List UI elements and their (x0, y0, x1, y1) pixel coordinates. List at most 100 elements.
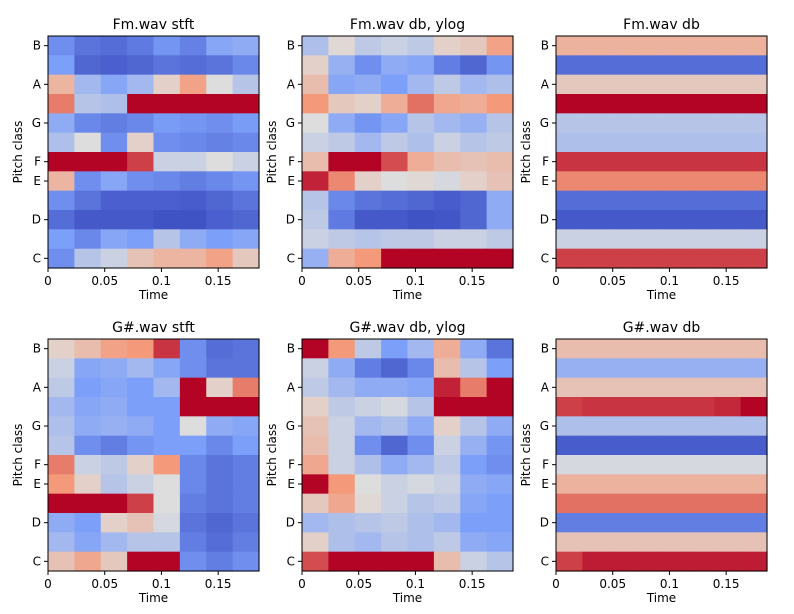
heatmap-cell (556, 190, 583, 211)
heatmap-cell (582, 551, 610, 572)
heatmap-cell (687, 455, 715, 475)
heatmap-cell (608, 435, 636, 456)
heatmap-cell (635, 55, 663, 76)
y-tick-label: G (32, 419, 41, 433)
heatmap-cell (661, 358, 689, 379)
heatmap-cell (381, 435, 409, 456)
heatmap-cell (354, 551, 382, 572)
heatmap-cell (100, 339, 128, 359)
heatmap-cell (687, 248, 715, 269)
x-tick-label: 0.15 (459, 577, 486, 591)
x-tick-label: 0 (552, 577, 560, 591)
chart-title: G#.wav db (623, 320, 701, 336)
heatmap-cell (74, 171, 102, 192)
heatmap-cell (354, 416, 382, 437)
heatmap-cell (48, 358, 75, 379)
heatmap-cell (608, 171, 636, 192)
heatmap-cell (608, 416, 636, 437)
heatmap-cell (206, 377, 234, 398)
heatmap-cell (460, 190, 488, 211)
y-tick-label: A (541, 380, 550, 394)
heatmap-cell (74, 416, 102, 437)
heatmap-cell (661, 435, 689, 456)
heatmap-cell (407, 229, 435, 250)
heatmap-cell (556, 513, 583, 533)
heatmap-cell (381, 132, 409, 153)
heatmap-cell (687, 377, 715, 398)
heatmap-cell (153, 455, 181, 475)
heatmap-cell (661, 248, 689, 269)
heatmap-cell (661, 474, 689, 495)
heatmap-cell (328, 152, 356, 172)
heatmap-cell (556, 435, 583, 456)
heatmap-cell (74, 551, 102, 572)
x-tick-label: 0 (44, 274, 52, 288)
heatmap-cell (153, 171, 181, 192)
heatmap-cell (328, 377, 356, 398)
heatmap-cell (407, 190, 435, 211)
y-tick-label: C (287, 251, 295, 265)
heatmap-cell (100, 74, 128, 95)
y-tick-label: C (33, 251, 41, 265)
heatmap-cell (582, 397, 610, 417)
y-tick-label: D (540, 516, 549, 530)
heatmap-cell (556, 210, 583, 230)
heatmap-cell (582, 94, 610, 114)
heatmap-cell (232, 513, 260, 533)
heatmap-cell (179, 94, 207, 114)
heatmap-cell (582, 435, 610, 456)
x-axis-label: Time (646, 591, 676, 605)
heatmap-cell (687, 190, 715, 211)
heatmap-cell (206, 210, 234, 230)
heatmap-cell (74, 55, 102, 76)
heatmap-cell (714, 416, 742, 437)
heatmap-cell (153, 377, 181, 398)
heatmap-cell (302, 377, 329, 398)
y-axis-label: Pitch class (265, 121, 279, 184)
y-tick-label: F (288, 458, 295, 472)
heatmap-cell (302, 36, 329, 56)
heatmap-cell (48, 551, 75, 572)
heatmap-cell (687, 513, 715, 533)
heatmap-cell (100, 132, 128, 153)
y-tick-label: A (287, 77, 296, 91)
heatmap-cell (608, 248, 636, 269)
x-tick-label: 0.05 (91, 577, 118, 591)
heatmap-cell (635, 435, 663, 456)
heatmap-cell (48, 339, 75, 359)
heatmap-cell (582, 339, 610, 359)
heatmap-cell (328, 171, 356, 192)
heatmap-cell (179, 152, 207, 172)
heatmap-cell (232, 229, 260, 250)
heatmap-cell (661, 551, 689, 572)
heatmap-cell (100, 474, 128, 495)
heatmap-cell (153, 358, 181, 379)
chart-title: G#.wav db, ylog (349, 320, 465, 336)
heatmap-cell (328, 493, 356, 514)
heatmap-cell (661, 171, 689, 192)
heatmap-cell (381, 551, 409, 572)
heatmap-cell (661, 210, 689, 230)
heatmap-cell (48, 455, 75, 475)
heatmap-cell (127, 113, 155, 134)
heatmap-cell (407, 532, 435, 553)
heatmap-cell (635, 551, 663, 572)
heatmap-cell (433, 397, 461, 417)
heatmap-cell (687, 416, 715, 437)
heatmap-cell (661, 229, 689, 250)
heatmap-cell (407, 210, 435, 230)
heatmap-cell (740, 113, 768, 134)
heatmap-cell (687, 493, 715, 514)
heatmap-cell (381, 416, 409, 437)
heatmap-cell (582, 455, 610, 475)
heatmap-cell (48, 532, 75, 553)
heatmap-cell (206, 229, 234, 250)
y-tick-label: C (33, 554, 41, 568)
heatmap-cell (486, 94, 514, 114)
heatmap-cell (381, 397, 409, 417)
y-tick-label: F (542, 458, 549, 472)
heatmap-cell (740, 171, 768, 192)
heatmap-cell (608, 339, 636, 359)
heatmap-cell (74, 210, 102, 230)
x-tick-label: 0 (44, 577, 52, 591)
